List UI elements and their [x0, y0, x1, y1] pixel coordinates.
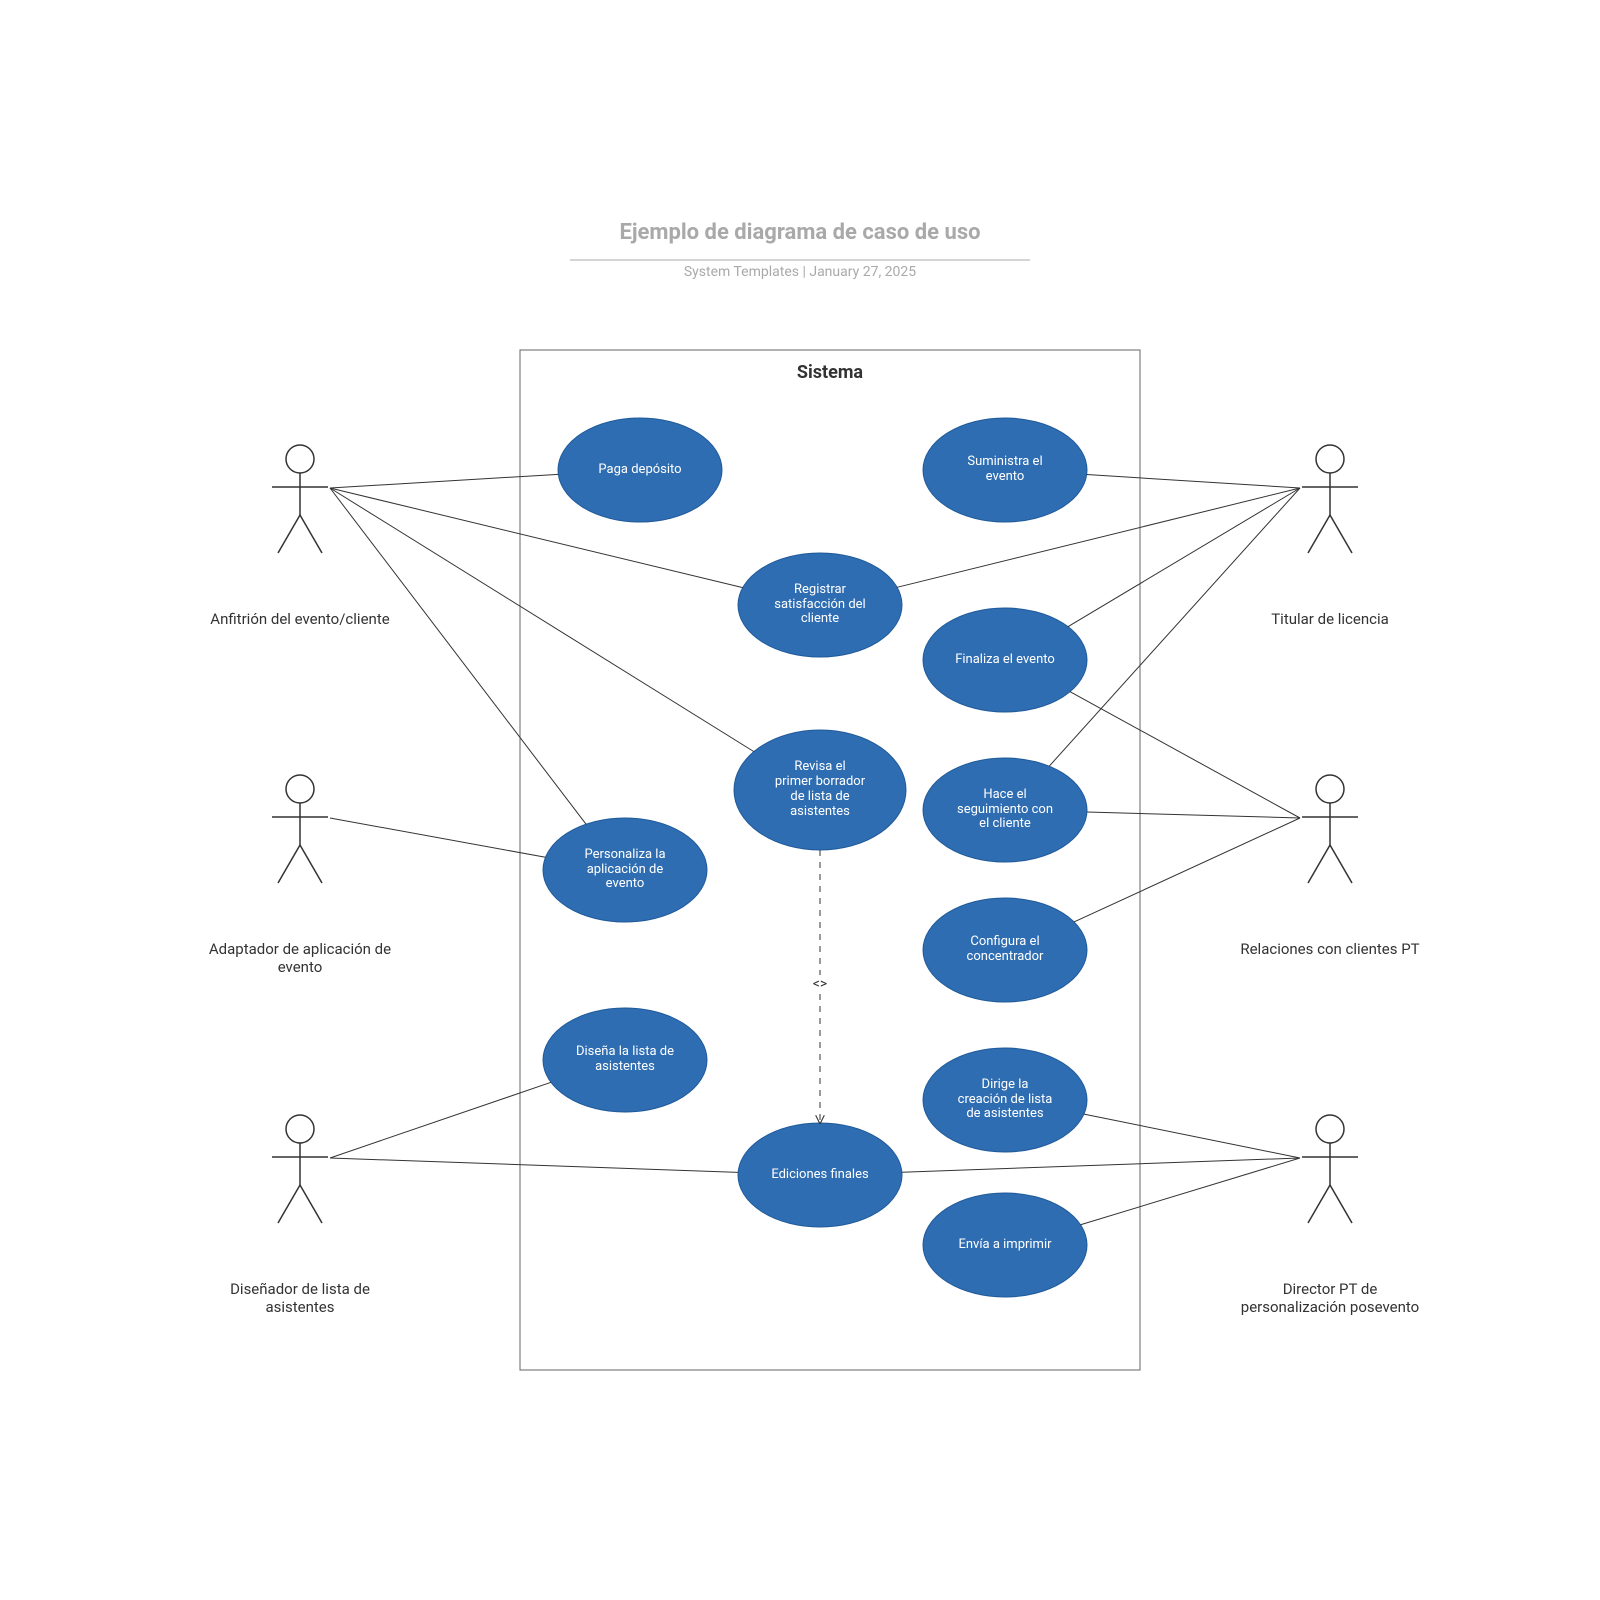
diagram-stage: Ejemplo de diagrama de caso de uso System… [0, 0, 1600, 1600]
includes-edge-label: <> [740, 975, 900, 993]
diagram-title: Ejemplo de diagrama de caso de uso [0, 220, 1600, 245]
diagram-subtitle: System Templates | January 27, 2025 [0, 264, 1600, 280]
actor-adaptador-label: Adaptador de aplicación deevento [160, 940, 440, 976]
actor-director-label: Director PT depersonalización posevento [1190, 1280, 1470, 1316]
actor-disenador-label: Diseñador de lista deasistentes [160, 1280, 440, 1316]
actor-relaciones-label: Relaciones con clientes PT [1190, 940, 1470, 958]
actor-anfitrion-label: Anfitrión del evento/cliente [160, 610, 440, 628]
system-boundary-label: Sistema [520, 362, 1140, 383]
actor-titular-label: Titular de licencia [1190, 610, 1470, 628]
